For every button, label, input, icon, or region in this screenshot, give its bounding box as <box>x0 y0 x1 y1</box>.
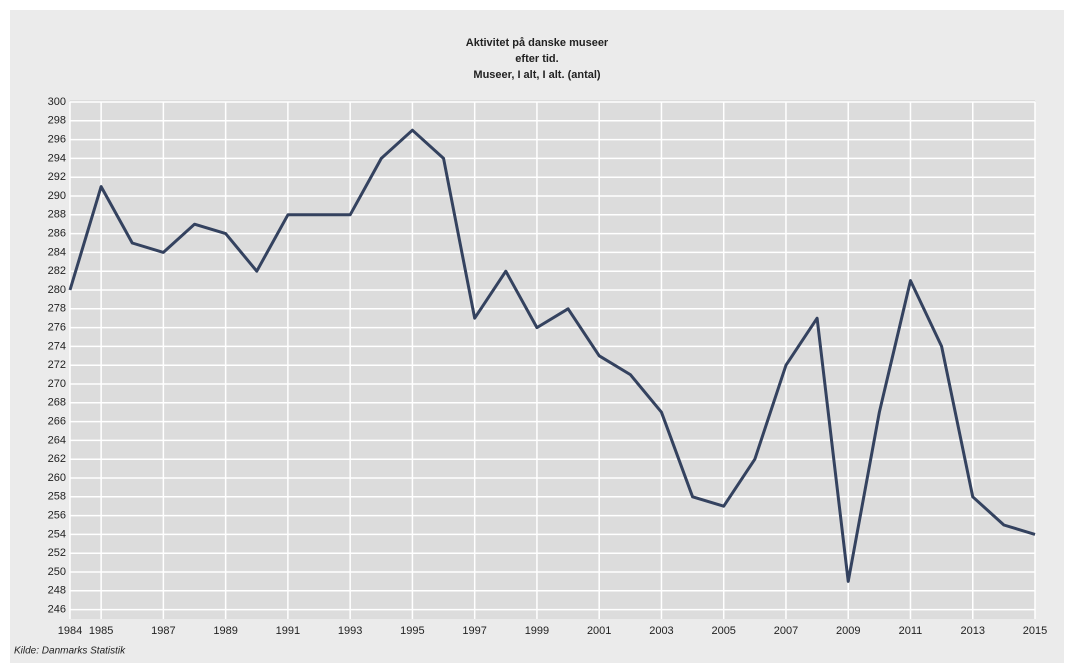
source: Kilde: Danmarks Statistik <box>14 646 126 657</box>
x-tick-label: 1999 <box>525 625 549 637</box>
x-tick-label: 2005 <box>711 625 735 637</box>
y-tick-label: 250 <box>48 566 66 578</box>
y-tick-label: 286 <box>48 228 66 240</box>
x-tick-label: 1995 <box>400 625 424 637</box>
y-tick-label: 266 <box>48 416 66 428</box>
x-tick-label: 1991 <box>276 625 300 637</box>
y-tick-label: 292 <box>48 171 66 183</box>
y-tick-label: 248 <box>48 585 66 597</box>
x-tick-label: 2011 <box>899 625 923 637</box>
chart-title: Museer, I alt, I alt. (antal) <box>473 69 600 81</box>
y-tick-label: 296 <box>48 134 66 146</box>
y-tick-label: 268 <box>48 397 66 409</box>
x-tick-label: 2009 <box>836 625 860 637</box>
x-tick-label: 1997 <box>462 625 486 637</box>
y-tick-label: 294 <box>48 152 66 164</box>
y-tick-label: 262 <box>48 453 66 465</box>
x-tick-label: 2013 <box>960 625 984 637</box>
y-tick-label: 300 <box>48 96 66 108</box>
x-tick-label: 1993 <box>338 625 362 637</box>
y-tick-label: 290 <box>48 190 66 202</box>
plot-area <box>70 100 1035 619</box>
y-tick-label: 298 <box>48 115 66 127</box>
x-tick-label: 2003 <box>649 625 673 637</box>
y-tick-label: 278 <box>48 303 66 315</box>
y-tick-label: 252 <box>48 547 66 559</box>
y-tick-label: 282 <box>48 265 66 277</box>
y-tick-label: 274 <box>48 340 66 352</box>
y-tick-label: 272 <box>48 359 66 371</box>
line <box>68 128 1036 583</box>
y-tick-label: 280 <box>48 284 66 296</box>
chart-title: Aktivitet på danske museer <box>466 37 609 49</box>
x-tick-label: 1984 <box>58 625 82 637</box>
x-tick-label: 2007 <box>774 625 798 637</box>
chart-title: efter tid. <box>515 53 558 65</box>
y-tick-label: 254 <box>48 528 66 540</box>
y-tick-label: 246 <box>48 604 66 616</box>
y-tick-label: 264 <box>48 434 66 446</box>
y-tick-label: 256 <box>48 510 66 522</box>
y-tick-label: 260 <box>48 472 66 484</box>
x-tick-label: 1989 <box>213 625 237 637</box>
y-tick-label: 284 <box>48 246 66 258</box>
y-tick-label: 258 <box>48 491 66 503</box>
y-tick-label: 270 <box>48 378 66 390</box>
y-tick-label: 276 <box>48 322 66 334</box>
x-tick-label: 1987 <box>151 625 175 637</box>
y-tick-label: 288 <box>48 209 66 221</box>
x-tick-label: 2015 <box>1023 625 1047 637</box>
x-tick-label: 2001 <box>587 625 611 637</box>
x-tick-label: 1985 <box>89 625 113 637</box>
